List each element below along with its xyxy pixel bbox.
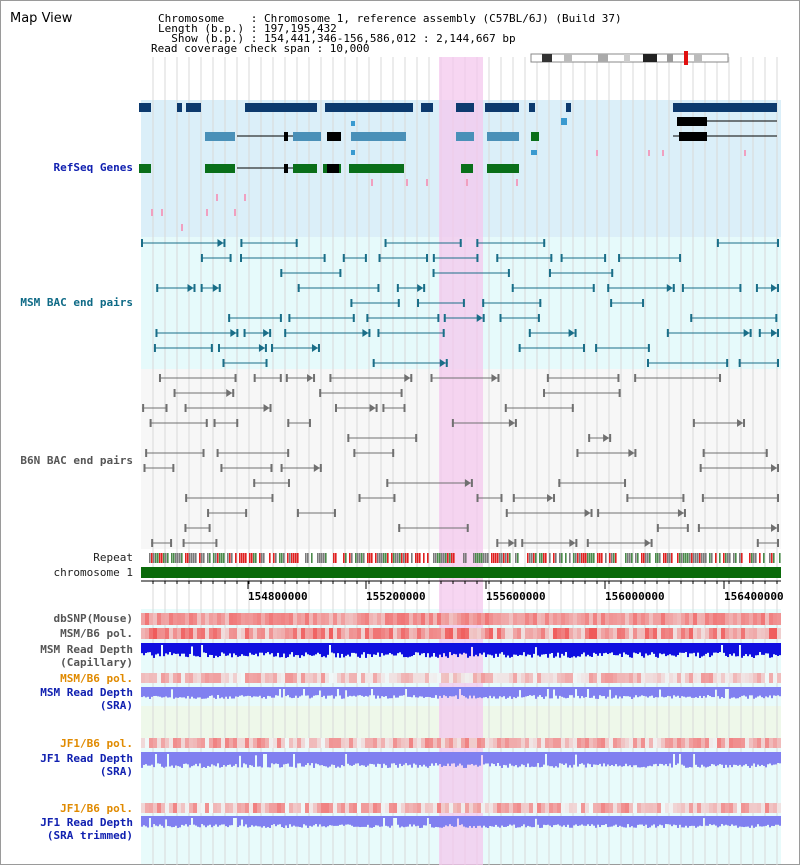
- show-info: Show (b.p.) : 154,441,346-156,586,012 : …: [158, 32, 516, 45]
- heatmap-tracks[interactable]: [141, 613, 781, 813]
- chromosome-info: Chromosome : Chromosome 1, reference ass…: [158, 12, 622, 25]
- refseq-genes-label[interactable]: RefSeq Genes: [53, 161, 133, 174]
- selected-region-highlight[interactable]: [439, 57, 483, 865]
- msm-b6-pol-label-2[interactable]: MSM/B6 pol.: [60, 672, 133, 685]
- jf1-read-depth-trimmed-sub: (SRA trimmed): [46, 829, 133, 842]
- msm-b6-pol-label-1[interactable]: MSM/B6 pol.: [60, 627, 133, 640]
- axis-ticks: [152, 581, 778, 589]
- jf1-b6-pol-label-2[interactable]: JF1/B6 pol.: [60, 802, 133, 815]
- tick-label-2: 155200000: [366, 590, 426, 603]
- length-info: Length (b.p.) : 197,195,432: [158, 22, 337, 35]
- chromosome-ideogram[interactable]: [530, 51, 729, 65]
- jf1-b6-pol-label-1[interactable]: JF1/B6 pol.: [60, 737, 133, 750]
- tick-label-3: 155600000: [486, 590, 546, 603]
- msm-read-depth-capillary-sub: (Capillary): [60, 656, 133, 669]
- tick-label-4: 156000000: [605, 590, 665, 603]
- jf1-read-depth-sra-sub: (SRA): [99, 765, 133, 778]
- jf1-read-depth-trimmed-label[interactable]: JF1 Read Depth: [40, 816, 133, 829]
- read-depth-tracks[interactable]: [141, 643, 781, 828]
- panel-title: Map View: [10, 11, 73, 26]
- msm-bac-end-pairs-track[interactable]: [141, 239, 779, 367]
- repeat-track[interactable]: [149, 553, 781, 563]
- b6n-bac-end-pairs-track[interactable]: [142, 374, 779, 547]
- msm-read-depth-sra-sub: (SRA): [99, 699, 133, 712]
- coverage-span-info: Read coverage check span : 10,000: [151, 42, 370, 55]
- msm-bac-label[interactable]: MSM BAC end pairs: [20, 296, 133, 309]
- chromosome-label: chromosome 1: [53, 566, 133, 579]
- msm-read-depth-capillary-label[interactable]: MSM Read Depth: [40, 643, 133, 656]
- refseq-genes-track[interactable]: [139, 103, 777, 231]
- tick-label-1: 154800000: [248, 590, 308, 603]
- b6n-bac-label[interactable]: B6N BAC end pairs: [20, 454, 133, 467]
- tick-label-5: 156400000: [724, 590, 784, 603]
- chromosome-bar[interactable]: [141, 567, 781, 578]
- repeat-label: Repeat: [93, 551, 133, 564]
- jf1-read-depth-sra-label[interactable]: JF1 Read Depth: [40, 752, 133, 765]
- msm-read-depth-sra-label[interactable]: MSM Read Depth: [40, 686, 133, 699]
- dbsnp-label[interactable]: dbSNP(Mouse): [53, 612, 133, 625]
